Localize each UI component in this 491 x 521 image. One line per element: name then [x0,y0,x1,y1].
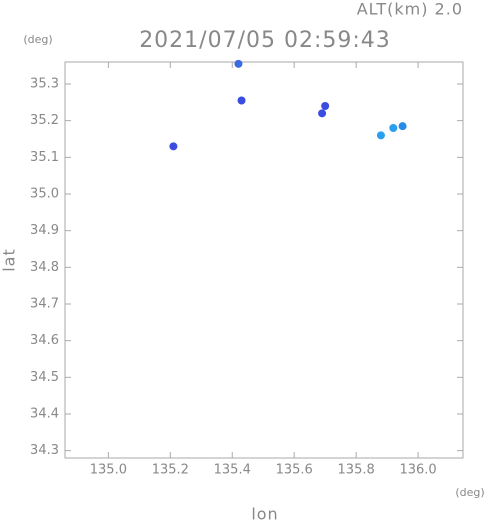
y-tick-label: 34.8 [30,260,59,275]
x-tick-label: 135.2 [152,463,189,478]
y-tick-label: 34.6 [30,333,59,348]
y-tick-label: 35.1 [30,150,59,165]
y-axis-label: lat [0,248,19,272]
x-tick-label: 135.4 [214,463,251,478]
plot-frame [64,61,464,459]
y-tick-label: 35.3 [30,77,59,92]
echo [389,124,398,132]
echo [398,122,407,131]
x-tick-label: 136.0 [399,463,436,478]
echo [321,102,330,110]
echo [237,96,246,105]
echo [376,131,385,140]
x-tick-label: 135.8 [338,463,375,478]
echo [234,59,243,68]
echo [169,142,178,151]
y-tick-label: 35.0 [30,187,59,202]
chart-title: 2021/07/05 02:59:43 [139,28,391,53]
x-axis-label: lon [251,505,278,521]
altitude-label: ALT(km) 2.0 [357,0,463,19]
y-tick-label: 34.9 [30,223,59,238]
x-unit: (deg) [455,486,484,499]
y-tick-label: 34.3 [30,443,59,458]
x-tick-label: 135.0 [90,463,127,478]
y-tick-label: 34.5 [30,370,59,385]
x-tick-label: 135.6 [276,463,313,478]
y-tick-label: 35.2 [30,113,59,128]
echo [318,109,327,118]
y-tick-label: 34.7 [30,297,59,312]
y-unit: (deg) [23,33,52,46]
y-tick-label: 34.4 [30,407,59,422]
